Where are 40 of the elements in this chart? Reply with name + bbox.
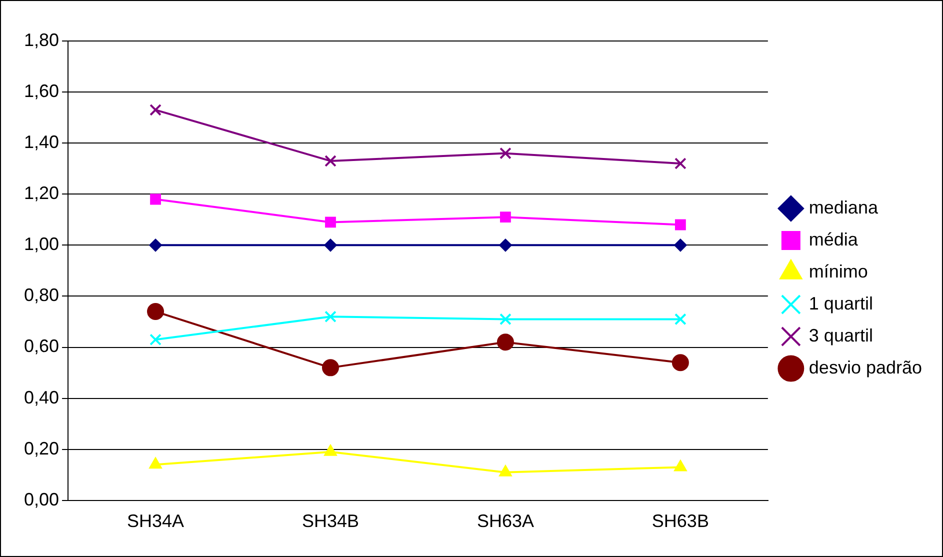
point	[496, 334, 514, 351]
y-tick-label: 1,80	[24, 30, 60, 50]
point	[150, 334, 162, 346]
point	[674, 238, 687, 252]
legend-label: mínimo	[808, 261, 868, 282]
point	[149, 238, 162, 252]
legend-label: mediana	[808, 197, 879, 218]
y-tick-label: 0,00	[24, 489, 60, 510]
y-tick-label: 1,60	[24, 81, 60, 102]
x-tick-label: SH63B	[652, 511, 709, 532]
point	[674, 219, 686, 230]
y-tick-label: 0,40	[24, 387, 60, 408]
y-tick-label: 1,20	[24, 183, 60, 204]
y-tick-label: 1,40	[24, 132, 60, 152]
x-tick-label: SH63A	[476, 511, 534, 532]
legend-label: 1 quartil	[808, 293, 873, 314]
point	[500, 313, 512, 326]
point	[674, 313, 686, 326]
legend-label: média	[808, 229, 859, 250]
legend-label: 3 quartil	[808, 325, 873, 346]
point	[150, 194, 161, 205]
y-tick-label: 0,60	[24, 336, 60, 356]
y-tick-label: 0,80	[24, 285, 60, 306]
point	[322, 359, 339, 376]
point	[147, 303, 164, 320]
point	[672, 354, 689, 372]
legend-label: desvio padrão	[808, 357, 922, 378]
point	[324, 155, 336, 167]
point	[498, 238, 512, 252]
point	[150, 104, 162, 116]
point	[674, 158, 686, 170]
point	[500, 212, 511, 223]
x-tick-label: SH34B	[302, 511, 360, 532]
point	[324, 310, 336, 323]
x-tick-label: SH34A	[126, 511, 184, 532]
point	[500, 147, 512, 160]
y-tick-label: 1,00	[24, 234, 60, 254]
y-tick-label: 0,20	[24, 438, 60, 458]
point	[324, 238, 337, 252]
point	[325, 216, 336, 228]
